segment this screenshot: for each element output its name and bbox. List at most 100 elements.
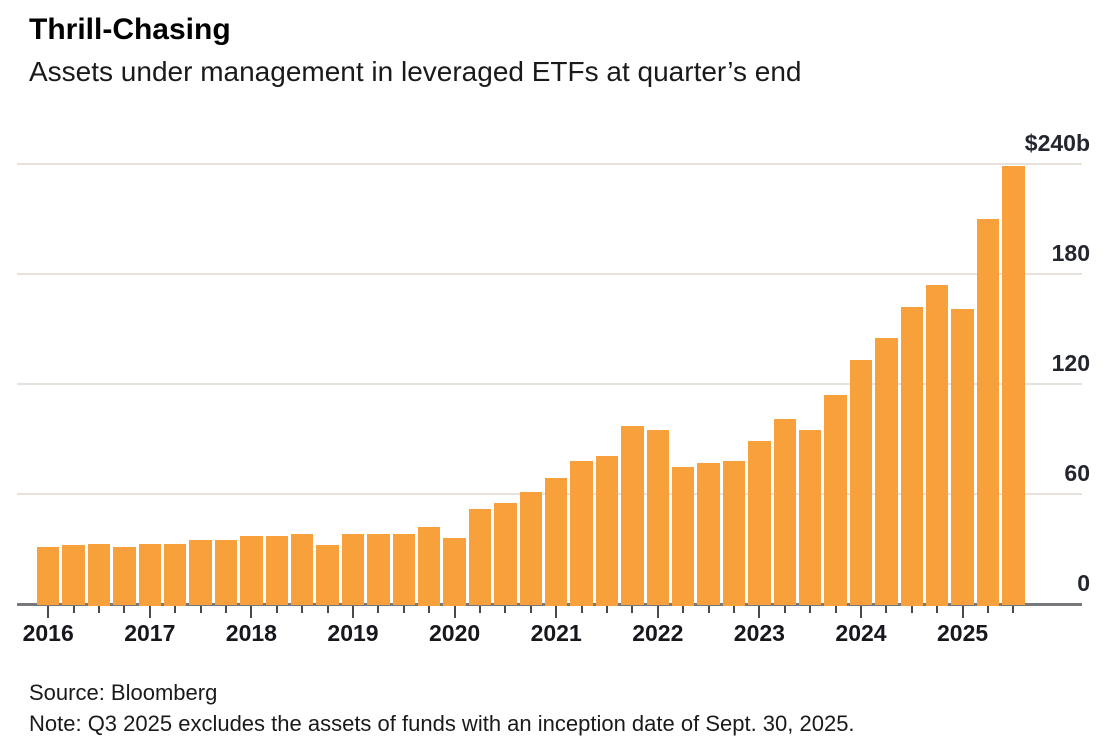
y-axis-label-180: 180: [1051, 240, 1090, 266]
x-tick-year-start: [352, 606, 354, 618]
bar-q1-2020: [443, 538, 466, 606]
x-tick-quarter: [199, 606, 202, 613]
x-tick-year-start: [453, 606, 456, 618]
x-tick-quarter: [275, 606, 278, 613]
bar-q2-2019: [367, 534, 390, 606]
bar-q4-2016: [113, 547, 136, 606]
x-tick-quarter: [1012, 606, 1015, 613]
x-axis-label-2021: 2021: [530, 620, 582, 646]
x-tick-quarter: [987, 606, 989, 613]
x-axis-label-2016: 2016: [22, 620, 74, 646]
x-tick-quarter: [809, 606, 812, 613]
x-tick-quarter: [174, 606, 177, 613]
x-axis-label-2025: 2025: [937, 620, 989, 646]
bar-q4-2021: [621, 426, 644, 606]
x-tick-quarter: [834, 606, 837, 613]
x-axis-label-2017: 2017: [124, 620, 176, 646]
gridline-120: [17, 383, 1082, 385]
x-tick-quarter: [225, 606, 227, 613]
bar-q2-2016: [62, 545, 85, 606]
bar-q2-2021: [570, 461, 593, 606]
bar-q3-2016: [87, 543, 111, 606]
x-tick-quarter: [936, 606, 939, 613]
x-tick-quarter: [428, 606, 431, 613]
gridline-180: [17, 273, 1082, 275]
bar-q3-2025: [1002, 165, 1025, 606]
bar-q2-2023: [773, 418, 796, 606]
bar-q1-2023: [748, 440, 771, 606]
bar-q4-2020: [519, 492, 542, 606]
bar-q4-2018: [316, 545, 339, 606]
bar-q1-2018: [240, 536, 263, 606]
x-tick-year-start: [555, 606, 558, 618]
bar-q1-2017: [138, 543, 161, 606]
bar-q3-2023: [799, 429, 822, 606]
bar-q2-2025: [976, 219, 1000, 606]
source-text: Source: Bloomberg: [29, 680, 218, 705]
x-tick-quarter: [606, 606, 608, 613]
bar-q3-2021: [595, 455, 619, 606]
bar-q2-2018: [265, 536, 288, 606]
bar-q3-2020: [494, 503, 517, 606]
bar-q2-2020: [468, 508, 492, 606]
bar-q3-2017: [189, 539, 212, 606]
bar-q2-2022: [672, 466, 695, 606]
bar-q1-2024: [849, 360, 873, 606]
x-tick-quarter: [402, 606, 405, 613]
x-tick-quarter: [72, 606, 75, 613]
bar-q1-2019: [341, 534, 365, 606]
bar-q4-2019: [418, 527, 441, 606]
bar-q4-2024: [926, 285, 949, 606]
x-axis-label-2023: 2023: [733, 620, 785, 646]
x-axis-label-2024: 2024: [835, 620, 887, 646]
bar-q1-2021: [545, 477, 568, 606]
bar-q1-2016: [37, 547, 60, 606]
x-tick-year-start: [961, 606, 964, 618]
x-tick-quarter: [682, 606, 685, 613]
note-text: Note: Q3 2025 excludes the assets of fun…: [29, 711, 855, 736]
y-axis-label-240: $240b: [1024, 130, 1090, 156]
x-tick-quarter: [529, 606, 532, 613]
x-tick-quarter: [479, 606, 481, 613]
bar-q4-2017: [214, 539, 238, 606]
x-tick-quarter: [504, 606, 507, 613]
x-tick-year-start: [250, 606, 253, 618]
bar-q4-2023: [824, 395, 847, 606]
x-tick-quarter: [580, 606, 583, 613]
bar-q3-2018: [291, 534, 314, 606]
y-axis-label-120: 120: [1051, 350, 1090, 376]
x-tick-quarter: [910, 606, 913, 613]
x-tick-year-start: [860, 606, 862, 618]
x-tick-quarter: [733, 606, 735, 613]
y-axis-label-60: 60: [1064, 460, 1090, 486]
x-tick-year-start: [758, 606, 761, 618]
x-tick-year-start: [47, 606, 50, 618]
x-axis-label-2019: 2019: [327, 620, 379, 646]
bar-q3-2024: [900, 307, 923, 606]
bar-q2-2017: [164, 543, 187, 606]
bar-q1-2022: [646, 429, 669, 606]
x-tick-year-start: [656, 606, 659, 618]
chart-title: Thrill-Chasing: [29, 13, 231, 46]
x-tick-quarter: [123, 606, 126, 613]
gridline-240: [17, 163, 1082, 165]
x-tick-quarter: [98, 606, 100, 613]
x-tick-quarter: [885, 606, 888, 613]
bar-q3-2019: [392, 534, 415, 606]
y-axis-label-0: 0: [1077, 570, 1090, 596]
x-tick-quarter: [377, 606, 380, 613]
x-tick-quarter: [631, 606, 634, 613]
bar-q2-2024: [875, 338, 898, 606]
x-axis-label-2022: 2022: [632, 620, 684, 646]
chart-subtitle: Assets under management in leveraged ETF…: [29, 56, 802, 87]
bar-q3-2022: [697, 462, 720, 606]
bar-q4-2022: [722, 461, 746, 606]
x-tick-quarter: [707, 606, 710, 613]
bar-q1-2025: [951, 308, 974, 606]
x-axis-label-2020: 2020: [429, 620, 481, 646]
x-tick-quarter: [783, 606, 786, 613]
x-tick-quarter: [326, 606, 329, 613]
x-tick-year-start: [148, 606, 151, 618]
